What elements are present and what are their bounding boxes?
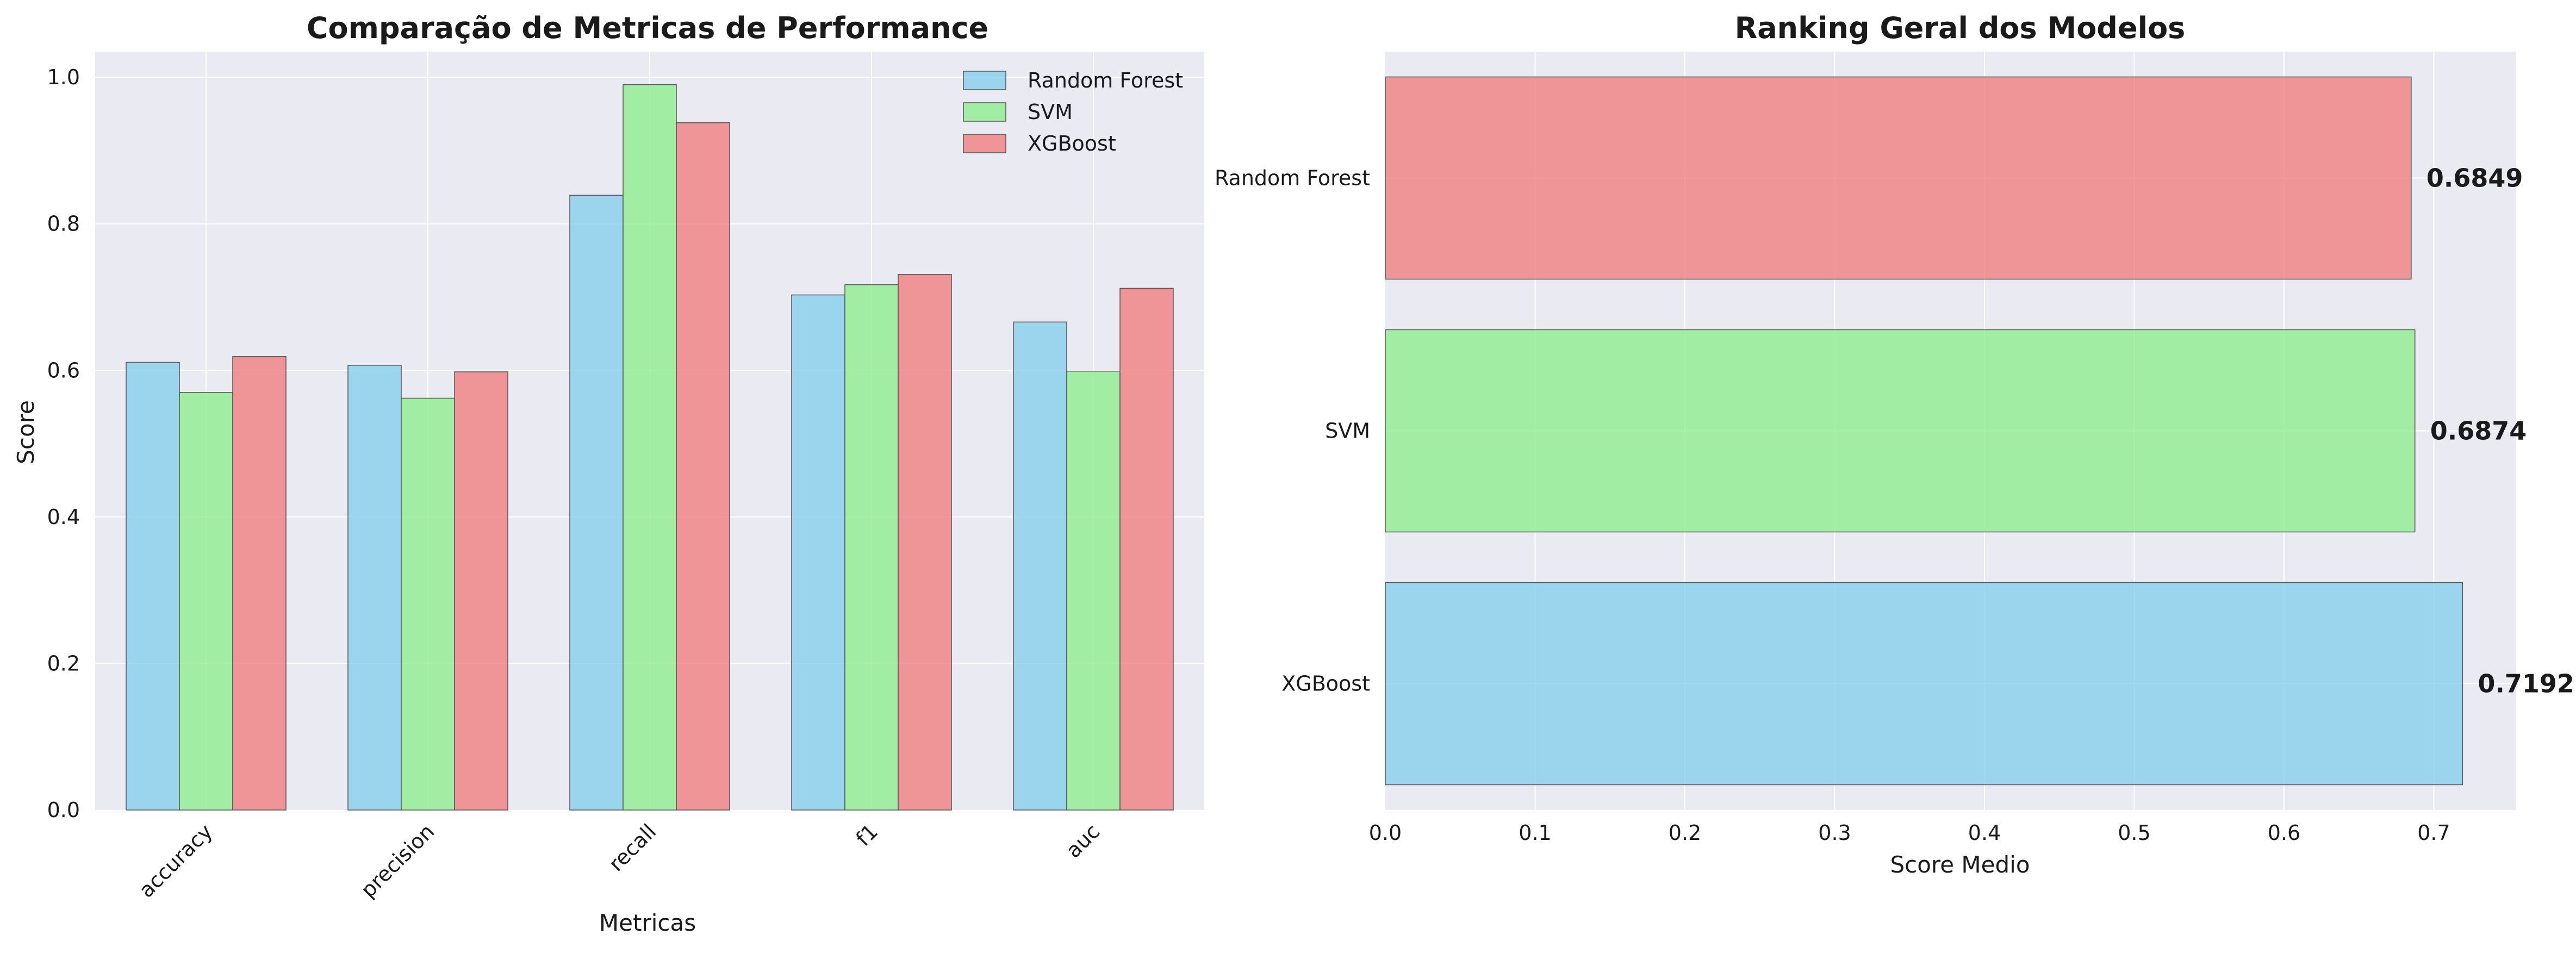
- legend-swatch-random-forest: [963, 71, 1006, 90]
- y-tick-label: 0.6: [47, 358, 80, 382]
- bar-random-forest: [1385, 76, 2412, 280]
- bar-random-forest-f1: [791, 294, 845, 811]
- bar-svm-precision: [401, 397, 455, 811]
- y-tick-label-xgboost: XGBoost: [1281, 672, 1370, 696]
- metrics-chart-bars: [126, 84, 1174, 811]
- legend-swatch-xgboost: [963, 134, 1006, 153]
- value-label-random-forest: 0.6849: [2426, 164, 2523, 193]
- y-tick-label-svm: SVM: [1325, 419, 1370, 443]
- metrics-chart-y-ticks: 0.0 0.2 0.4 0.6 0.8 1.0: [47, 65, 80, 822]
- bar-svm-f1: [844, 284, 899, 811]
- legend-label-xgboost: XGBoost: [1028, 132, 1116, 155]
- y-tick-label-random-forest: Random Forest: [1215, 166, 1370, 190]
- legend-label-random-forest: Random Forest: [1028, 68, 1183, 92]
- bar-random-forest-precision: [347, 365, 402, 811]
- bar-xgboost-precision: [454, 371, 508, 811]
- bar-random-forest-auc: [1013, 321, 1067, 811]
- bar-svm-accuracy: [179, 391, 233, 811]
- ranking-chart-x-axis-label: Score Medio: [1890, 851, 2030, 878]
- bar-random-forest-accuracy: [126, 362, 180, 811]
- y-tick-label: 1.0: [47, 65, 80, 89]
- y-tick-label: 0.0: [47, 798, 80, 822]
- ranking-chart-title: Ranking Geral dos Modelos: [1735, 11, 2186, 45]
- x-tick-label: 0.6: [2268, 821, 2300, 845]
- value-label-xgboost: 0.7192: [2478, 669, 2574, 699]
- bar-svm-auc: [1066, 370, 1121, 811]
- metrics-comparison-chart: 0.00.20.40.60.81.0 accuracy precision reca…: [13, 11, 1204, 936]
- metrics-chart-title: Comparação de Metricas de Performance: [307, 11, 988, 45]
- bar-xgboost-recall: [676, 122, 730, 811]
- model-ranking-chart: 0.6849 0.6874 0.7192 Random Forest SVM XGBoo…: [1215, 11, 2574, 878]
- ranking-chart-value-labels: 0.6849 0.6874 0.7192: [2426, 164, 2574, 699]
- y-tick-label: 0.2: [47, 651, 80, 675]
- y-tick-label: 0.4: [47, 505, 80, 529]
- bar-xgboost: [1385, 582, 2463, 786]
- metrics-chart-y-axis-label: Score: [13, 400, 39, 464]
- x-tick-label: 0.7: [2417, 821, 2450, 845]
- x-tick-label: 0.2: [1669, 821, 1701, 845]
- x-tick-label: 0.3: [1818, 821, 1851, 845]
- x-tick-label: 0.0: [1369, 821, 1402, 845]
- x-tick-label: 0.1: [1519, 821, 1551, 845]
- ranking-chart-bars: [1385, 76, 2463, 786]
- metrics-chart-legend: Random Forest SVM XGBoost: [963, 68, 1183, 155]
- bar-svm: [1385, 329, 2416, 533]
- legend-label-svm: SVM: [1028, 100, 1073, 124]
- x-tick-label: 0.5: [2118, 821, 2150, 845]
- ranking-chart-x-ticks: 0.0 0.1 0.2 0.3 0.4 0.5 0.6 0.7: [1369, 821, 2450, 845]
- y-tick-label: 0.8: [47, 212, 80, 236]
- value-label-svm: 0.6874: [2430, 416, 2527, 446]
- bar-svm-recall: [623, 84, 677, 811]
- bar-random-forest-recall: [569, 195, 624, 811]
- bar-xgboost-auc: [1119, 288, 1174, 811]
- legend-swatch-svm: [963, 102, 1006, 122]
- bar-xgboost-accuracy: [232, 356, 287, 811]
- bar-xgboost-f1: [898, 273, 952, 811]
- ranking-chart-y-ticks: Random Forest SVM XGBoost: [1215, 166, 1370, 696]
- metrics-chart-x-axis-label: Metricas: [599, 910, 696, 936]
- x-tick-label: 0.4: [1968, 821, 2001, 845]
